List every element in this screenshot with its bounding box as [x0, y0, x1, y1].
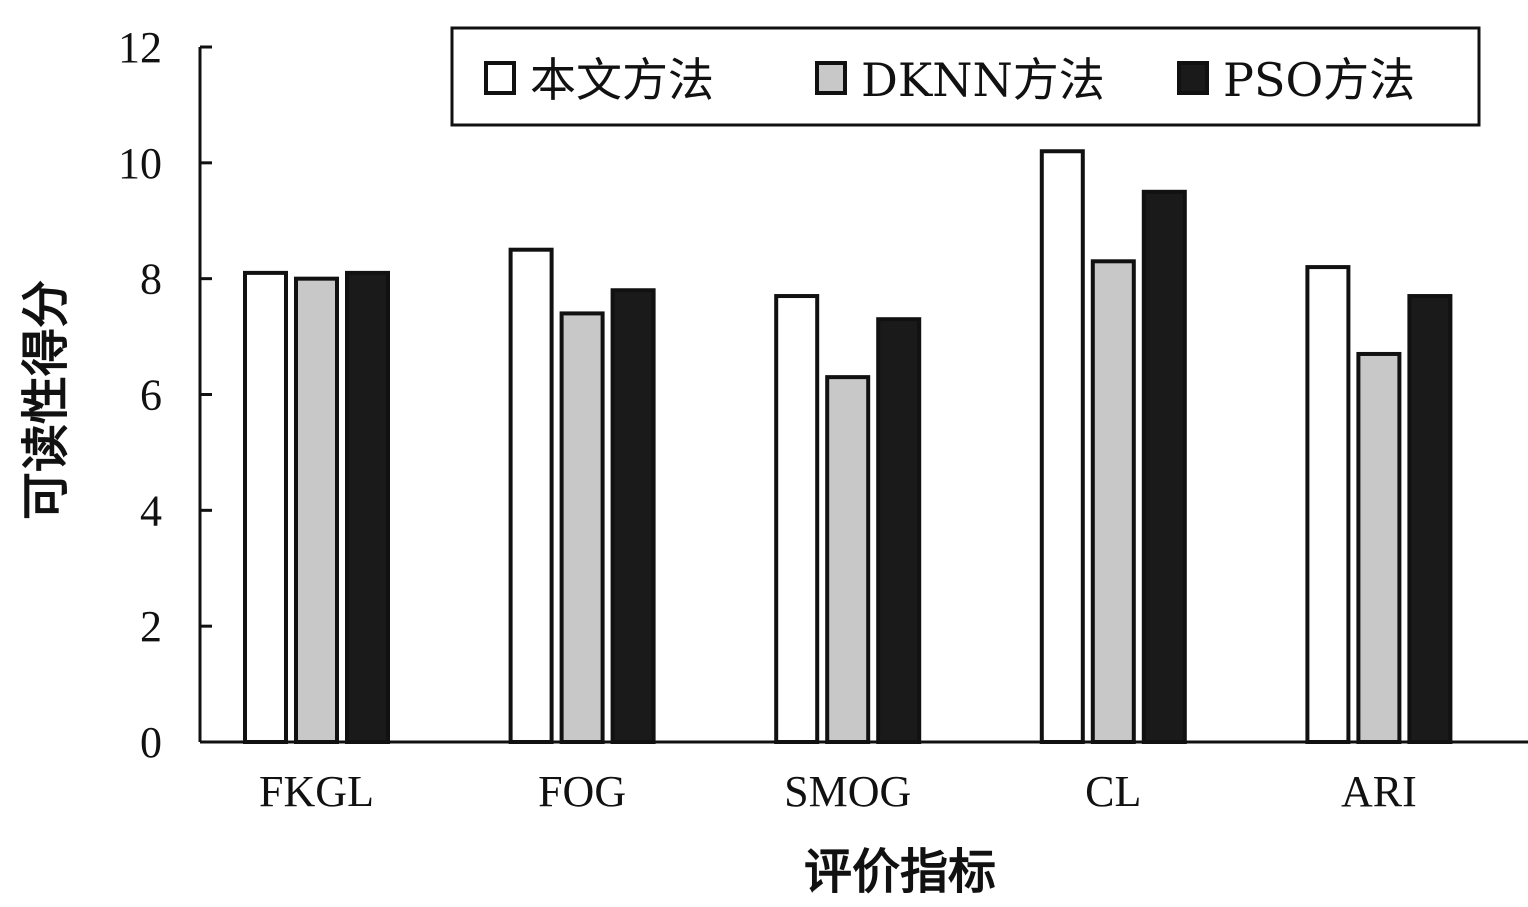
x-tick-labels: FKGL FOG SMOG CL ARI: [259, 767, 1417, 816]
bar-smog-series-2: [825, 375, 871, 744]
bar-fog-series-1: [508, 247, 554, 744]
bar-ari-series-2: [1356, 351, 1402, 744]
x-axis-title: 评价指标: [804, 844, 996, 900]
legend-swatch: [484, 61, 516, 95]
bar-cl-series-2: [1090, 259, 1136, 744]
legend-frame: [450, 26, 1481, 127]
y-tick-label: 10: [118, 139, 162, 188]
y-ticks: 0 2 4 6 8 10 12: [118, 23, 212, 767]
x-tick-label: CL: [1085, 767, 1141, 816]
bar-ari-series-1: [1305, 265, 1351, 744]
y-tick-label: 8: [140, 255, 162, 304]
y-tick-label: 0: [140, 718, 162, 767]
legend: 本文方法 DKNN方法 PSO方法: [450, 26, 1481, 127]
legend-label: DKNN方法: [861, 53, 1105, 107]
bar-fkgl-series-1: [243, 270, 288, 744]
legend-swatch: [1177, 61, 1209, 95]
x-tick-label: SMOG: [784, 767, 911, 816]
y-tick-label: 6: [140, 371, 162, 420]
y-tick-label: 2: [140, 602, 162, 651]
bar-fog-series-2: [559, 311, 605, 744]
legend-swatch: [815, 61, 847, 95]
legend-label: 本文方法: [530, 53, 714, 107]
y-tick-label: 12: [118, 23, 162, 72]
bar-cl-series-3: [1141, 189, 1187, 744]
bar-ari-series-3: [1407, 294, 1453, 744]
legend-items: 本文方法 DKNN方法 PSO方法: [484, 53, 1415, 107]
x-tick-label: ARI: [1341, 767, 1417, 816]
x-tick-label: FOG: [538, 767, 626, 816]
bar-fkgl-series-2: [294, 276, 339, 744]
x-tick-label: FKGL: [259, 767, 374, 816]
bar-smog-series-1: [774, 294, 820, 744]
bar-fog-series-3: [610, 288, 656, 744]
y-axis-title: 可读性得分: [18, 280, 74, 520]
bars-layer: [243, 149, 1453, 744]
bar-cl-series-1: [1039, 149, 1085, 744]
bar-smog-series-3: [876, 317, 922, 744]
legend-label: PSO方法: [1223, 53, 1415, 107]
y-tick-label: 4: [140, 486, 162, 535]
bar-fkgl-series-3: [345, 270, 390, 744]
